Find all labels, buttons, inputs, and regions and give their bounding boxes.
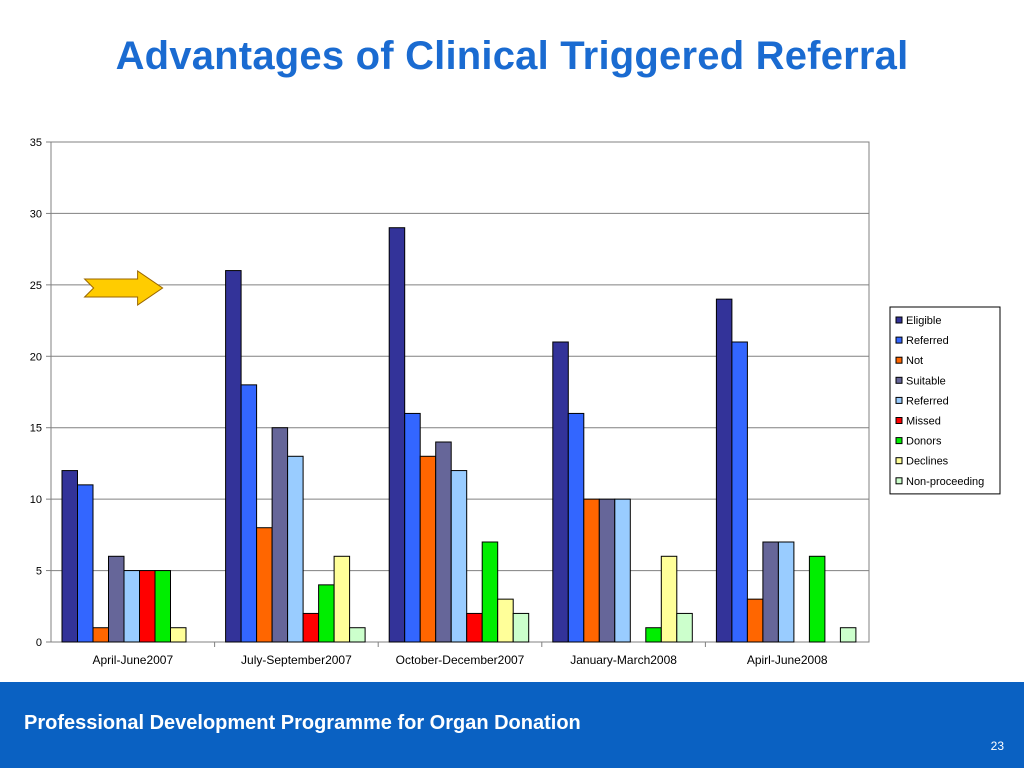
bar <box>123 570 140 643</box>
bar <box>512 612 530 643</box>
bar <box>715 298 733 643</box>
y-tick-label: 10 <box>30 494 42 506</box>
bar <box>746 598 764 643</box>
bar <box>645 627 662 643</box>
legend-swatch <box>895 376 903 384</box>
bar <box>435 441 452 643</box>
legend-label: Referred <box>906 335 949 347</box>
bar <box>404 412 421 643</box>
legend-label: Suitable <box>906 375 946 387</box>
legend-swatch <box>895 356 903 364</box>
bar <box>77 484 94 643</box>
bar <box>333 555 351 643</box>
bar <box>567 412 585 643</box>
legend-swatch <box>895 417 903 424</box>
x-tick-label: October-December2007 <box>396 653 525 667</box>
bar <box>497 598 514 643</box>
x-tick-label: July-September2007 <box>241 653 352 667</box>
y-tick-label: 5 <box>36 566 42 578</box>
legend-label: Missed <box>906 416 941 428</box>
x-tick-label: Apirl-June2008 <box>747 653 828 667</box>
legend-label: Referred <box>906 395 949 407</box>
bar <box>61 470 78 643</box>
bar <box>614 498 631 643</box>
footer-text: Professional Development Programme for O… <box>24 712 581 734</box>
bar <box>660 555 678 643</box>
bar <box>92 627 109 643</box>
bar <box>170 627 187 643</box>
y-tick-label: 0 <box>36 637 42 649</box>
page-number: 23 <box>990 739 1004 753</box>
bar <box>777 541 795 643</box>
bar <box>598 498 616 643</box>
y-tick-label: 20 <box>30 351 42 363</box>
bar <box>583 498 600 643</box>
legend-swatch <box>895 477 903 485</box>
legend-label: Donors <box>906 436 942 448</box>
legend-label: Declines <box>906 456 949 468</box>
legend-swatch <box>895 457 903 465</box>
bar <box>287 455 304 643</box>
legend-label: Eligible <box>906 315 941 327</box>
bar <box>388 227 406 643</box>
legend-swatch <box>895 396 903 404</box>
bar-chart: 0 5 10 15 20 25 30 35 April-June2007 July-Septemb… <box>30 137 1001 667</box>
bar <box>256 527 273 643</box>
bar <box>808 555 826 643</box>
footer-bar: Professional Development Programme for O… <box>0 682 1024 768</box>
legend-swatch <box>895 437 903 445</box>
y-tick-label: 35 <box>30 137 42 149</box>
y-tick-label: 30 <box>30 208 42 220</box>
legend-label: Not <box>906 355 923 367</box>
bar <box>225 270 242 643</box>
x-tick-label: April-June2007 <box>92 653 173 667</box>
bar <box>318 584 335 643</box>
bar <box>108 555 125 643</box>
bar <box>302 612 320 643</box>
bar <box>731 341 748 643</box>
bar <box>839 627 857 643</box>
bar <box>762 541 779 643</box>
bar <box>349 627 366 643</box>
bar <box>481 541 499 643</box>
y-tick-label: 25 <box>30 280 42 292</box>
bar <box>139 570 156 643</box>
bar <box>676 612 693 643</box>
legend-box <box>889 306 1001 495</box>
bar <box>154 570 171 643</box>
bar <box>450 470 468 643</box>
legend-swatch <box>895 316 903 324</box>
bar <box>419 455 437 643</box>
bar <box>552 341 569 643</box>
legend-swatch <box>895 336 903 344</box>
legend-label: Non-proceeding <box>906 476 984 488</box>
x-tick-label: January-March2008 <box>570 653 677 667</box>
arrow-right-icon <box>83 270 164 306</box>
y-tick-label: 15 <box>30 423 42 435</box>
bar <box>271 427 289 643</box>
bar <box>466 612 483 643</box>
slide-title: Advantages of Clinical Triggered Referra… <box>115 34 909 78</box>
bar <box>240 384 258 643</box>
